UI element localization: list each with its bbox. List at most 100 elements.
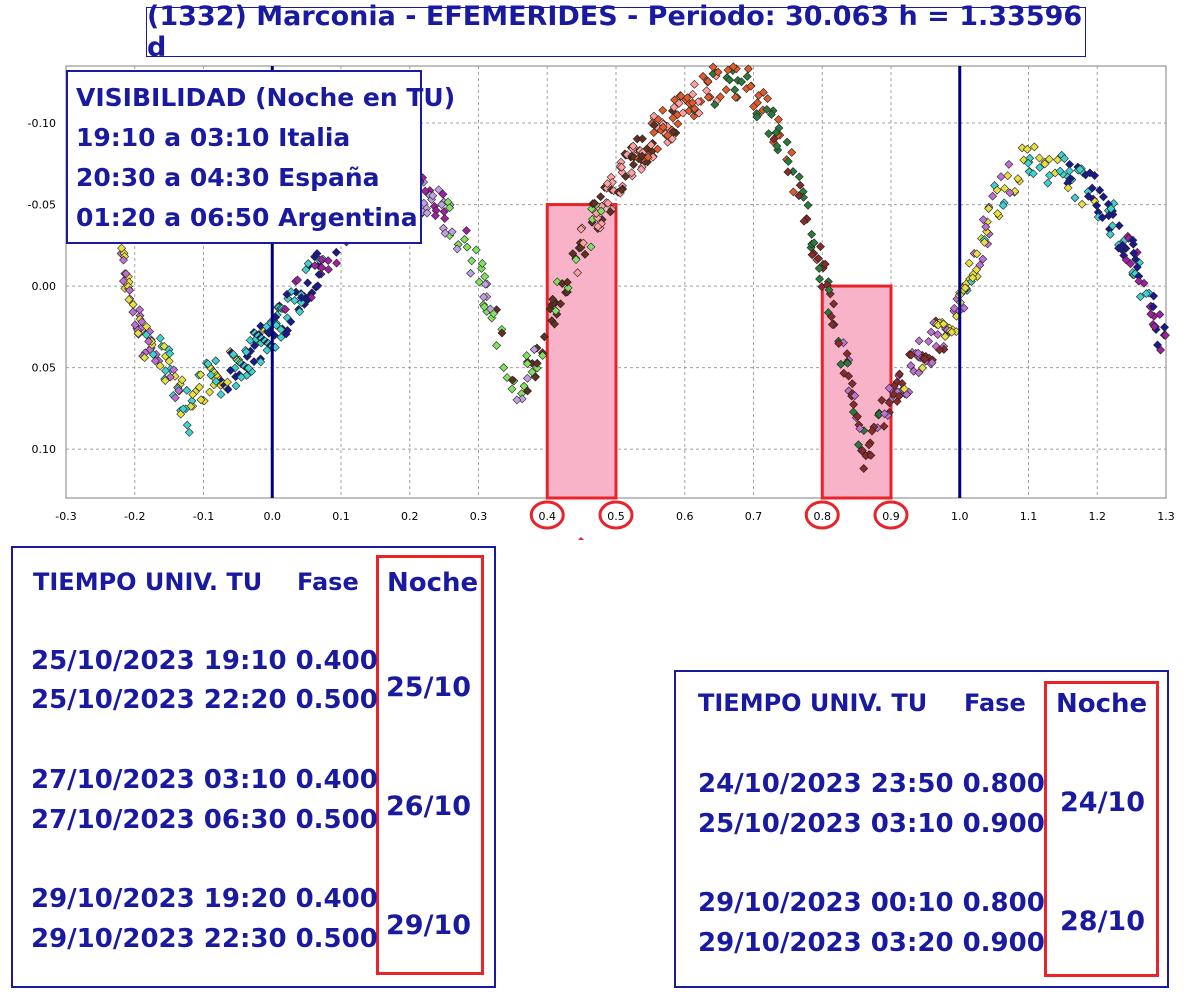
visibility-line: 19:10 a 03:10 Italia — [76, 123, 351, 152]
data-point — [1028, 169, 1038, 179]
data-point — [466, 268, 475, 278]
data-point — [857, 446, 867, 455]
data-point — [241, 347, 251, 357]
data-point — [527, 367, 537, 377]
data-point — [1114, 221, 1124, 231]
data-point — [1013, 174, 1023, 184]
x-tick-label: 0.8 — [814, 510, 832, 523]
night-value: 25/10 — [386, 672, 472, 703]
data-point — [195, 382, 204, 392]
data-point — [1121, 255, 1131, 265]
data-point — [282, 289, 292, 299]
data-point — [906, 350, 916, 360]
data-point — [725, 75, 735, 85]
night-column-highlight — [376, 555, 484, 975]
data-point — [182, 420, 192, 430]
data-point — [144, 336, 154, 346]
data-point — [317, 255, 326, 265]
y-tick-label: 0.10 — [32, 443, 57, 456]
col-header-phase: Fase — [297, 568, 359, 596]
data-point — [434, 185, 444, 195]
data-point — [439, 207, 449, 217]
circled-ticks — [529, 500, 909, 530]
data-point — [550, 319, 559, 329]
data-point — [723, 65, 733, 75]
data-point — [782, 137, 792, 147]
data-point — [787, 148, 797, 157]
data-point — [1065, 174, 1075, 184]
x-tick-label: 0.2 — [401, 510, 419, 523]
data-point — [769, 134, 779, 144]
data-point — [422, 208, 432, 218]
data-point — [1132, 262, 1142, 272]
data-point — [125, 285, 135, 295]
data-point — [164, 356, 174, 366]
data-point — [538, 351, 548, 360]
data-point — [119, 255, 128, 265]
col-header-night: Noche — [387, 568, 479, 598]
data-point — [710, 100, 720, 110]
data-point — [960, 283, 970, 293]
data-point — [523, 373, 532, 383]
data-point — [522, 359, 532, 369]
data-point — [670, 95, 679, 105]
data-point — [244, 363, 254, 373]
data-point — [746, 81, 756, 91]
data-point — [783, 167, 793, 177]
table-row: 29/10/2023 22:30 0.500 — [31, 924, 378, 954]
table-row: 27/10/2023 03:10 0.400 — [31, 765, 378, 795]
data-point — [522, 351, 532, 361]
data-point — [1095, 185, 1105, 195]
data-point — [653, 144, 662, 154]
data-point — [182, 385, 192, 395]
data-point — [1044, 154, 1054, 164]
data-point — [602, 179, 612, 189]
data-point — [226, 365, 235, 375]
data-point — [1128, 235, 1138, 245]
data-point — [548, 294, 558, 304]
data-point — [998, 201, 1008, 210]
data-point — [1114, 243, 1124, 253]
night-value: 24/10 — [1060, 787, 1146, 818]
data-point — [829, 299, 839, 309]
data-point — [447, 227, 457, 237]
data-point — [148, 350, 158, 359]
data-point — [256, 357, 266, 367]
visibility-heading: VISIBILIDAD (Noche en TU) — [76, 83, 456, 112]
y-tick-label: 0.05 — [32, 362, 57, 375]
data-point — [250, 341, 260, 351]
data-point — [629, 160, 638, 170]
y-tick-label: -0.05 — [28, 199, 56, 212]
data-point — [137, 317, 147, 327]
data-point — [766, 110, 776, 119]
data-point — [826, 312, 836, 322]
data-point — [1087, 183, 1097, 193]
data-point — [1040, 159, 1050, 169]
data-point — [140, 353, 149, 363]
y-tick-labels: -0.10 -0.05 0.00 0.05 0.10 — [28, 117, 56, 456]
data-point — [160, 376, 170, 386]
data-point — [895, 369, 904, 379]
data-point — [155, 333, 165, 343]
data-point — [668, 113, 678, 123]
tick-highlight-circle — [529, 500, 565, 530]
data-point — [477, 259, 487, 268]
data-point — [1070, 193, 1080, 203]
ephemeris-table-left: TIEMPO UNIV. TU Fase Noche 25/10/2023 19… — [11, 546, 496, 988]
data-point — [211, 356, 221, 366]
data-point — [988, 191, 998, 201]
data-point — [1075, 164, 1085, 174]
data-point — [814, 263, 824, 273]
data-point — [884, 383, 894, 393]
data-point — [834, 339, 844, 348]
data-point — [788, 187, 798, 197]
data-point — [1134, 276, 1144, 286]
data-point — [638, 134, 647, 144]
data-point — [795, 180, 805, 190]
chart-title: (1332) Marconia - EFEMERIDES - Periodo: … — [146, 1, 1086, 63]
data-point — [1060, 154, 1069, 164]
data-point — [586, 242, 596, 252]
data-point — [452, 244, 462, 254]
data-point — [437, 200, 447, 210]
data-point — [978, 254, 988, 264]
